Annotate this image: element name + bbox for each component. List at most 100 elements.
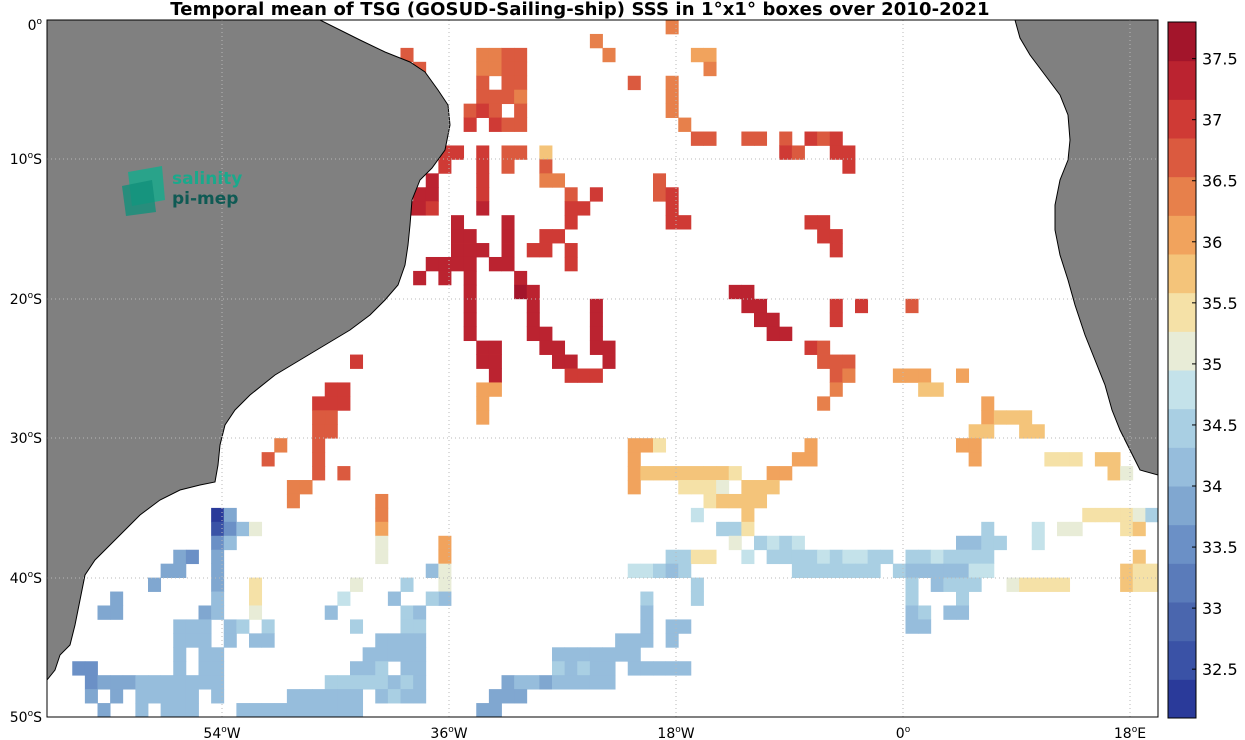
sss-cell — [918, 382, 932, 397]
sss-cell — [589, 298, 603, 314]
sss-cell — [514, 284, 528, 300]
sss-cell — [84, 675, 98, 690]
sss-cell — [791, 452, 805, 467]
sss-cell — [211, 689, 225, 704]
sss-cell — [703, 47, 717, 63]
sss-cell — [438, 270, 452, 286]
sss-cell — [817, 354, 831, 369]
sss-cell — [501, 689, 515, 704]
sss-cell — [627, 75, 641, 91]
sss-cell — [1019, 424, 1033, 439]
sss-cell — [754, 493, 768, 509]
sss-cell — [299, 689, 313, 704]
sss-cell — [930, 382, 944, 397]
sss-cell — [173, 647, 187, 662]
sss-cell — [791, 549, 805, 565]
sss-cell — [1132, 549, 1146, 565]
sss-cell — [72, 661, 86, 676]
sss-cell — [211, 549, 225, 565]
sss-cell — [425, 201, 439, 216]
sss-cell — [514, 675, 528, 690]
sss-cell — [526, 312, 540, 328]
sss-cell — [249, 703, 263, 717]
sss-cell — [564, 215, 578, 230]
sss-cell — [97, 605, 111, 620]
sss-cell — [678, 549, 692, 565]
sss-cell — [728, 284, 742, 300]
sss-cell — [1031, 424, 1045, 439]
sss-cell — [855, 549, 869, 565]
sss-cell — [198, 647, 212, 662]
sss-cell — [1057, 452, 1071, 467]
sss-cell — [223, 535, 237, 551]
sss-cell — [211, 605, 225, 620]
sss-cell — [387, 689, 401, 704]
sss-cell — [413, 647, 427, 662]
sss-cell — [539, 243, 553, 258]
sss-cell — [1132, 563, 1146, 578]
sss-cell — [564, 256, 578, 272]
sss-cell — [1107, 507, 1121, 523]
sss-cell — [627, 452, 641, 467]
sss-cell — [981, 521, 995, 537]
logo-line1: salinity — [172, 169, 242, 189]
sss-cell — [514, 61, 528, 77]
sss-cell — [1132, 507, 1146, 523]
sss-cell — [993, 410, 1007, 425]
sss-cell — [324, 605, 338, 620]
sss-cell — [375, 647, 389, 662]
sss-cell — [110, 675, 124, 690]
sss-cell — [564, 675, 578, 690]
sss-cell — [324, 382, 338, 397]
sss-cell — [968, 535, 982, 551]
sss-cell — [653, 187, 667, 202]
sss-cell — [956, 549, 970, 565]
colorbar-swatch — [1168, 331, 1196, 371]
sss-cell — [564, 201, 578, 216]
sss-cell — [1069, 521, 1083, 537]
sss-cell — [791, 563, 805, 578]
sss-cell — [1006, 577, 1020, 592]
sss-cell — [387, 633, 401, 648]
sss-cell — [514, 47, 528, 63]
sss-cell — [880, 549, 894, 565]
sss-cell — [438, 549, 452, 565]
sss-cell — [526, 675, 540, 690]
sss-cell — [640, 591, 654, 606]
sss-cell — [501, 145, 515, 160]
sss-cell — [463, 298, 477, 314]
x-tick-0: 0o — [896, 725, 911, 740]
sss-cell — [324, 396, 338, 411]
sss-cell — [589, 340, 603, 355]
sss-cell — [905, 605, 919, 620]
sss-cell — [804, 563, 818, 578]
sss-cell — [299, 480, 313, 495]
sss-cell — [110, 689, 124, 704]
africa-land — [1014, 20, 1158, 476]
sss-cell — [804, 549, 818, 565]
sss-cell — [665, 89, 679, 105]
sss-cell — [476, 47, 490, 63]
sss-cell — [173, 703, 187, 717]
sss-cell — [1031, 577, 1045, 592]
sss-cell — [905, 619, 919, 634]
y-tick-30s: 30oS — [10, 430, 42, 447]
sss-cell — [387, 647, 401, 662]
sss-cell — [375, 493, 389, 509]
sss-cell — [690, 47, 704, 63]
sss-cell — [703, 480, 717, 495]
sss-cell — [350, 354, 364, 369]
sss-cell — [312, 703, 326, 717]
sss-cell — [97, 703, 111, 717]
sss-cell — [766, 535, 780, 551]
colorbar-swatch — [1168, 408, 1196, 448]
sss-cell — [627, 647, 641, 662]
sss-cell — [968, 424, 982, 439]
sss-cell — [400, 647, 414, 662]
sss-cell — [501, 47, 515, 63]
sss-cell — [842, 549, 856, 565]
sss-cell — [1069, 452, 1083, 467]
sss-cell — [627, 480, 641, 495]
sss-cell — [400, 577, 414, 592]
